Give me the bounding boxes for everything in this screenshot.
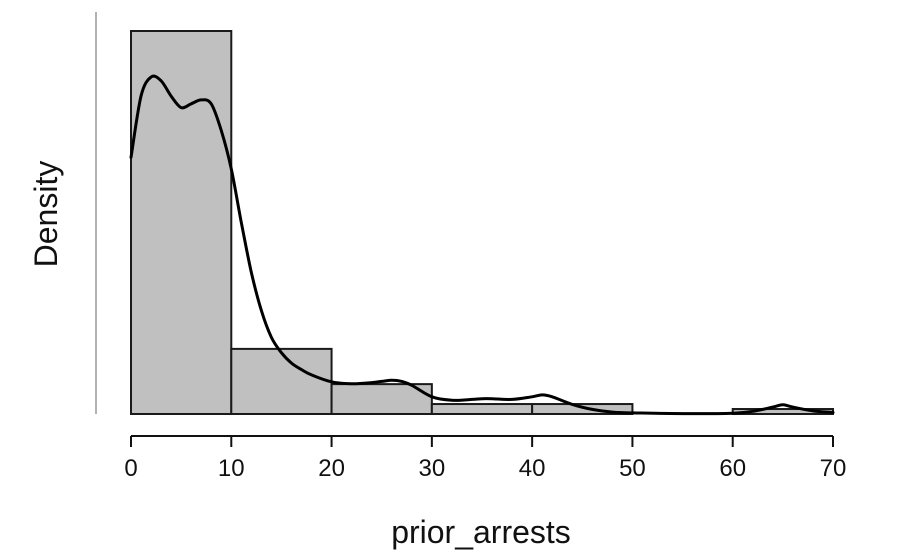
x-tick-label-0: 0: [124, 455, 137, 482]
histogram-bar-30-40: [430, 403, 534, 415]
histogram-bar-0-10: [130, 30, 233, 415]
x-tick-label-50: 50: [619, 455, 646, 482]
histogram-bar-10-20: [230, 347, 333, 416]
x-axis-label: prior_arrests: [391, 514, 571, 550]
y-axis-label: Density: [28, 161, 64, 268]
x-axis-ticks: 0 10 20 30 40 50 60 70: [124, 436, 846, 482]
x-tick-label-70: 70: [820, 455, 847, 482]
x-tick-label-30: 30: [419, 455, 446, 482]
density-curve: [129, 74, 835, 416]
x-tick-label-60: 60: [719, 455, 746, 482]
histogram-bar-20-30: [330, 383, 433, 416]
x-tick-label-20: 20: [318, 455, 345, 482]
x-tick-label-10: 10: [218, 455, 245, 482]
x-tick-label-40: 40: [519, 455, 546, 482]
histogram-bar-40-50: [531, 403, 634, 415]
histogram-bars: [130, 30, 835, 416]
